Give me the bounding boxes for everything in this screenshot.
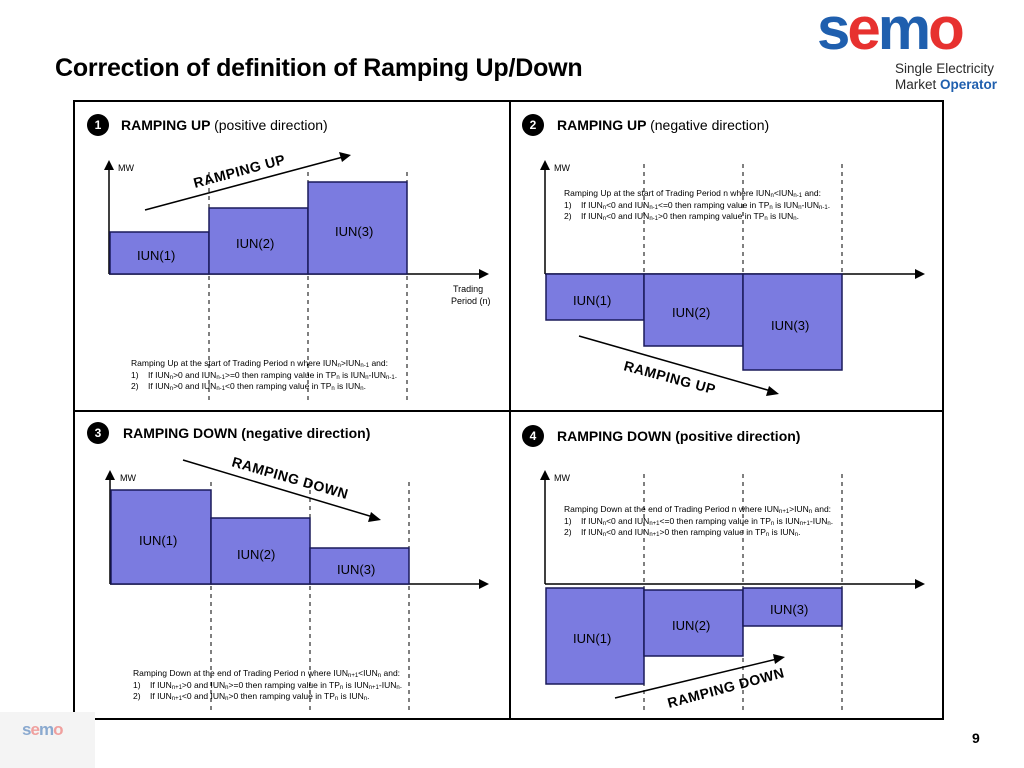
bar-label-iun-3: IUN(3) — [771, 318, 809, 333]
rule-note: Ramping Down at the end of Trading Perio… — [133, 668, 403, 702]
panel-number: 1 — [87, 114, 109, 136]
bar-label-iun-1: IUN(1) — [573, 293, 611, 308]
footer-logo-wordmark: semo — [22, 720, 63, 739]
logo-tagline-2: Market Operator — [895, 77, 998, 92]
panel-title: RAMPING DOWN (positive direction) — [557, 428, 801, 444]
slide-title: Correction of definition of Ramping Up/D… — [55, 54, 583, 82]
y-axis-arrowhead — [540, 470, 550, 480]
ramp-arrowhead — [766, 386, 779, 396]
y-axis-arrowhead — [540, 160, 550, 170]
ramping-down-negative-diagram: MW IUN(1) IUN(2) IUN(3) RAMPING DOWN — [105, 454, 489, 712]
ramping-up-negative-diagram: MW IUN(1) IUN(2) IUN(3) RAMPING UP — [540, 160, 925, 397]
rule-note: Ramping Up at the start of Trading Perio… — [564, 188, 831, 222]
bar-iun-2 — [210, 517, 311, 585]
bar-iun-3 — [309, 547, 410, 585]
panel-number: 3 — [87, 422, 109, 444]
logo-tagline-1: Single Electricity — [895, 61, 995, 76]
bar-label-iun-2: IUN(2) — [672, 618, 710, 633]
ramp-arrowhead — [773, 654, 785, 664]
rule-note: Ramping Up at the start of Trading Perio… — [131, 358, 398, 392]
panel-number: 4 — [522, 425, 544, 447]
ramp-arrow — [614, 658, 778, 699]
bar-iun-2 — [643, 273, 744, 347]
bar-iun-1 — [545, 587, 645, 685]
ramp-arrowhead — [339, 152, 351, 162]
x-axis-arrowhead — [479, 579, 489, 589]
bar-iun-3 — [742, 587, 843, 627]
bar-label-iun-3: IUN(3) — [337, 562, 375, 577]
panel-title: RAMPING UP (negative direction) — [557, 117, 770, 133]
panel-title: RAMPING UP (positive direction) — [121, 117, 328, 133]
ramp-arrow — [182, 459, 374, 518]
panel-ramping-up-negative: 2 RAMPING UP (negative direction) MW IUN… — [509, 100, 944, 412]
bar-iun-3 — [742, 273, 843, 371]
trading-period-label-2: Period (n) — [451, 296, 491, 306]
bar-iun-2 — [643, 589, 744, 657]
ramping-up-positive-diagram: MW Trading Period (n) IUN(1) IUN(2) IUN(… — [104, 151, 491, 400]
bar-iun-1 — [110, 489, 212, 585]
bar-label-iun-3: IUN(3) — [770, 602, 808, 617]
period-dividers — [210, 482, 410, 712]
mw-label: MW — [120, 473, 136, 483]
page-number: 9 — [972, 730, 980, 746]
rule-note: Ramping Down at the end of Trading Perio… — [564, 504, 834, 538]
x-axis-arrowhead — [479, 269, 489, 279]
bar-iun-3 — [307, 181, 408, 275]
logo-wordmark: semo — [817, 0, 965, 62]
mw-label: MW — [554, 473, 570, 483]
bar-label-iun-2: IUN(2) — [236, 236, 274, 251]
ramp-arrowhead — [368, 512, 381, 522]
x-axis-arrowhead — [915, 579, 925, 589]
panel-ramping-down-negative: 3 RAMPING DOWN (negative direction) MW I… — [73, 410, 511, 720]
ramping-down-positive-diagram: MW IUN(1) IUN(2) IUN(3) RAMPING DOWN — [540, 470, 925, 711]
bar-label-iun-1: IUN(1) — [573, 631, 611, 646]
bar-iun-1 — [109, 231, 210, 275]
y-axis-arrowhead — [104, 160, 114, 170]
bar-label-iun-1: IUN(1) — [137, 248, 175, 263]
bar-label-iun-2: IUN(2) — [237, 547, 275, 562]
y-axis-arrowhead — [105, 470, 115, 480]
x-axis-arrowhead — [915, 269, 925, 279]
mw-label: MW — [118, 163, 134, 173]
panel-ramping-down-positive: 4 RAMPING DOWN (positive direction) MW I… — [509, 410, 944, 720]
panel-title: RAMPING DOWN (negative direction) — [123, 425, 371, 441]
period-dividers — [208, 172, 408, 400]
ramp-label: RAMPING DOWN — [230, 454, 350, 503]
ramp-arrow — [144, 156, 344, 211]
bar-label-iun-3: IUN(3) — [335, 224, 373, 239]
semo-logo: semo Single Electricity Market Operator — [815, 0, 1015, 96]
bar-iun-1 — [545, 273, 645, 321]
trading-period-label: Trading — [453, 284, 483, 294]
bar-label-iun-1: IUN(1) — [139, 533, 177, 548]
panel-number: 2 — [522, 114, 544, 136]
panel-ramping-up-positive: 1 RAMPING UP (positive direction) MW Tra… — [73, 100, 511, 412]
ramp-arrow — [578, 335, 772, 392]
bar-label-iun-2: IUN(2) — [672, 305, 710, 320]
footer-semo-logo: semo — [0, 712, 95, 768]
ramp-label: RAMPING UP — [622, 357, 717, 397]
bar-iun-2 — [208, 207, 309, 275]
mw-label: MW — [554, 163, 570, 173]
